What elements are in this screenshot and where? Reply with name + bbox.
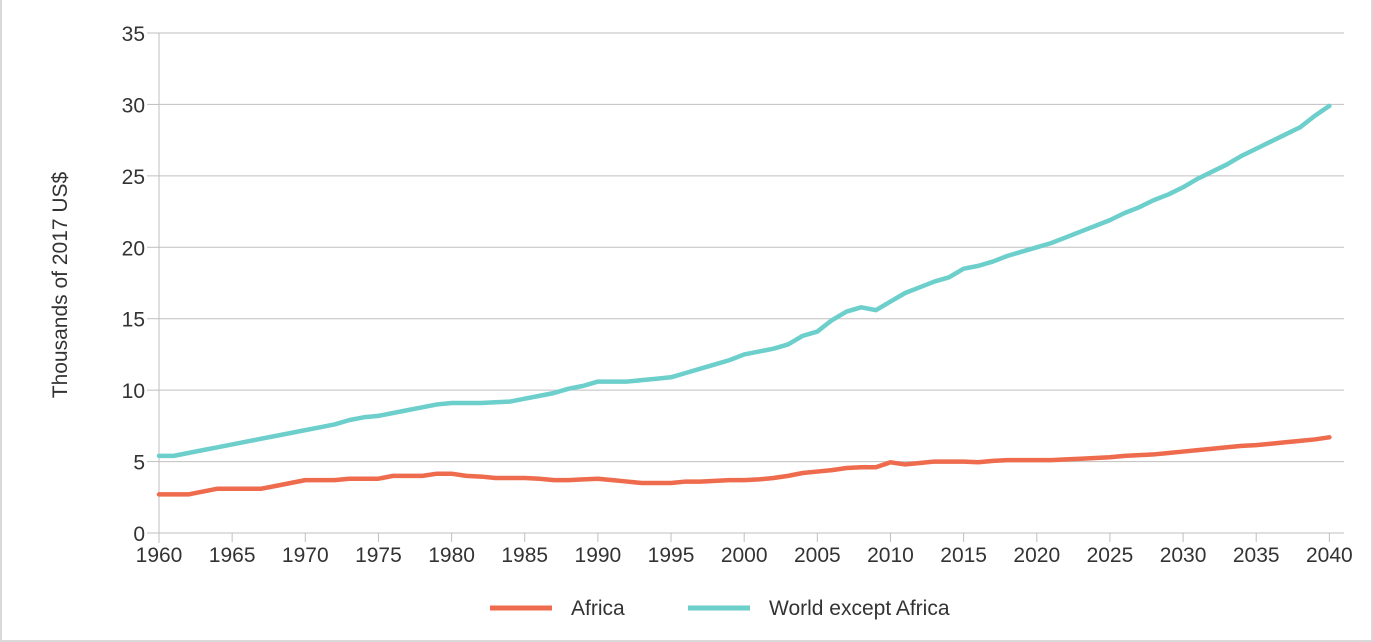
y-tick-label-10: 10 xyxy=(122,380,145,403)
y-tick-label-5: 5 xyxy=(133,452,145,475)
legend: Africa World except Africa xyxy=(490,597,950,620)
x-tick-label-2005: 2005 xyxy=(794,544,841,567)
x-tick-label-2020: 2020 xyxy=(1013,544,1060,567)
axes xyxy=(158,33,1344,543)
x-tick-label-2035: 2035 xyxy=(1233,544,1280,567)
x-tick-label-2025: 2025 xyxy=(1087,544,1134,567)
x-tick-label-2030: 2030 xyxy=(1160,544,1207,567)
y-axis-ticks: 0 5 10 15 20 25 30 35 xyxy=(122,23,159,546)
series-line-africa xyxy=(156,435,1332,497)
x-tick-label-1965: 1965 xyxy=(209,544,256,567)
y-tick-label-25: 25 xyxy=(122,166,145,189)
y-tick-label-15: 15 xyxy=(122,309,145,332)
legend-label-world-except-africa: World except Africa xyxy=(769,597,950,620)
legend-label-africa: Africa xyxy=(571,597,625,620)
y-tick-label-30: 30 xyxy=(122,94,145,117)
y-tick-label-0: 0 xyxy=(133,523,145,546)
x-tick-label-1980: 1980 xyxy=(428,544,475,567)
legend-item-africa: Africa xyxy=(490,597,625,620)
x-tick-label-1975: 1975 xyxy=(355,544,402,567)
series-layer xyxy=(156,103,1332,497)
series-line-world-except-africa xyxy=(156,103,1332,459)
x-tick-label-2010: 2010 xyxy=(867,544,914,567)
x-tick-label-1985: 1985 xyxy=(501,544,548,567)
x-tick-label-1990: 1990 xyxy=(575,544,622,567)
x-tick-label-2040: 2040 xyxy=(1306,544,1353,567)
x-tick-label-1995: 1995 xyxy=(648,544,695,567)
x-tick-label-1970: 1970 xyxy=(282,544,329,567)
x-tick-label-2015: 2015 xyxy=(940,544,987,567)
x-axis-ticks: 1960 1965 1970 1975 1980 1985 1990 1995 2000 2005… xyxy=(136,533,1353,567)
y-tick-label-35: 35 xyxy=(122,23,145,46)
legend-item-world-except-africa: World except Africa xyxy=(688,597,950,620)
y-axis-title: Thousands of 2017 US$ xyxy=(49,171,72,398)
x-tick-label-1960: 1960 xyxy=(136,544,183,567)
gridlines xyxy=(159,32,1344,463)
y-tick-label-20: 20 xyxy=(122,237,145,260)
x-tick-label-2000: 2000 xyxy=(721,544,768,567)
